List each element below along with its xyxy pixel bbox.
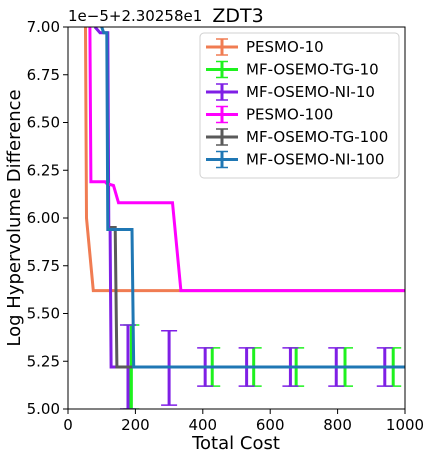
ticks-layer: 0 200 400 600 800 1000 5.00 5.25 5.50 5.75 6.00 6.2… xyxy=(27,18,425,434)
legend-label: MF-OSEMO-NI-10 xyxy=(246,83,375,101)
x-tick-label: 600 xyxy=(256,416,285,434)
legend-entry-mf-osemo-ni-100: MF-OSEMO-NI-100 xyxy=(206,151,384,169)
y-tick-label: 6.50 xyxy=(27,114,60,132)
legend-entry-mf-osemo-tg-100: MF-OSEMO-TG-100 xyxy=(206,128,388,146)
legend-entry-mf-osemo-tg-10: MF-OSEMO-TG-10 xyxy=(206,61,379,79)
y-axis-label: Log Hypervolume Difference xyxy=(4,89,25,346)
series-pesmo-100 xyxy=(88,27,405,293)
legend-entry-mf-osemo-ni-10: MF-OSEMO-NI-10 xyxy=(206,83,375,101)
x-tick-label: 200 xyxy=(121,416,150,434)
y-tick-label: 6.00 xyxy=(27,209,60,227)
x-tick-label: 400 xyxy=(188,416,217,434)
y-tick-label: 6.75 xyxy=(27,66,60,84)
legend-label: MF-OSEMO-TG-100 xyxy=(246,128,388,146)
series-mf-osemo-tg-100 xyxy=(110,226,405,369)
series-line-mf-osemo-tg-100 xyxy=(110,226,405,369)
offset-text: 1e−5+2.30258e1 xyxy=(68,7,202,25)
x-tick-label: 0 xyxy=(63,416,73,434)
legend-label: MF-OSEMO-TG-10 xyxy=(246,61,379,79)
series-mf-osemo-ni-100 xyxy=(100,27,405,369)
legend-label: MF-OSEMO-NI-100 xyxy=(246,151,384,169)
legend-box xyxy=(199,32,400,179)
x-tick-label: 1000 xyxy=(386,416,424,434)
legend-entry-pesmo-10: PESMO-10 xyxy=(206,38,324,56)
series-line-pesmo-100 xyxy=(88,27,405,293)
legend: PESMO-10 MF-OSEMO-TG-10 MF-OSEMO-NI-10 PESM… xyxy=(199,32,400,179)
y-tick-label: 7.00 xyxy=(27,18,60,36)
y-tick-label: 5.50 xyxy=(27,305,60,323)
legend-entry-pesmo-100: PESMO-100 xyxy=(206,106,333,124)
x-axis-label: Total Cost xyxy=(191,433,280,454)
chart-title: ZDT3 xyxy=(212,5,263,27)
x-tick-label: 800 xyxy=(323,416,352,434)
legend-label: PESMO-100 xyxy=(246,106,333,124)
series-line-mf-osemo-ni-100 xyxy=(100,27,405,369)
series-layer xyxy=(84,27,405,409)
y-tick-label: 6.25 xyxy=(27,161,60,179)
y-tick-label: 5.00 xyxy=(27,400,60,418)
legend-label: PESMO-10 xyxy=(246,38,324,56)
y-tick-label: 5.75 xyxy=(27,257,60,275)
y-tick-label: 5.25 xyxy=(27,352,60,370)
